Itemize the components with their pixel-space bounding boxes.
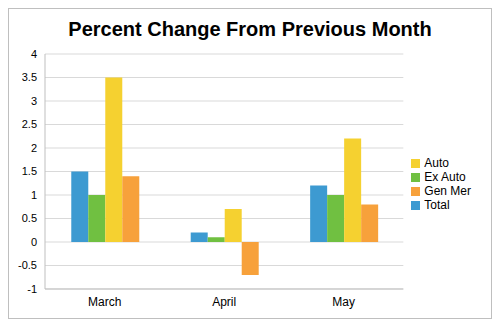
- html-text:Gen Mer: Gen Mer: [424, 183, 471, 198]
- html-text:Percent Change From Previous M: Percent Change From Previous Month: [68, 18, 432, 40]
- svg-text:4: 4: [31, 49, 37, 60]
- svg-text:May: May: [332, 295, 355, 309]
- svg-text:0.5: 0.5: [22, 212, 37, 224]
- html-text:Total: Total: [424, 197, 450, 212]
- svg-text:-0.5: -0.5: [18, 259, 37, 271]
- svg-text:March: March: [88, 295, 121, 309]
- svg-text:-1: -1: [27, 283, 37, 295]
- svg-text:3: 3: [31, 95, 37, 107]
- svg-text:0: 0: [31, 236, 37, 248]
- svg-text:3.5: 3.5: [22, 71, 37, 83]
- svg-text:2.5: 2.5: [22, 118, 37, 130]
- svg-text:2: 2: [31, 142, 37, 154]
- html-text:Auto: Auto: [424, 155, 449, 170]
- html-text:Ex Auto: Ex Auto: [424, 169, 466, 184]
- svg-text:April: April: [212, 295, 236, 309]
- svg-text:1: 1: [31, 189, 37, 201]
- svg-text:1.5: 1.5: [22, 165, 37, 177]
